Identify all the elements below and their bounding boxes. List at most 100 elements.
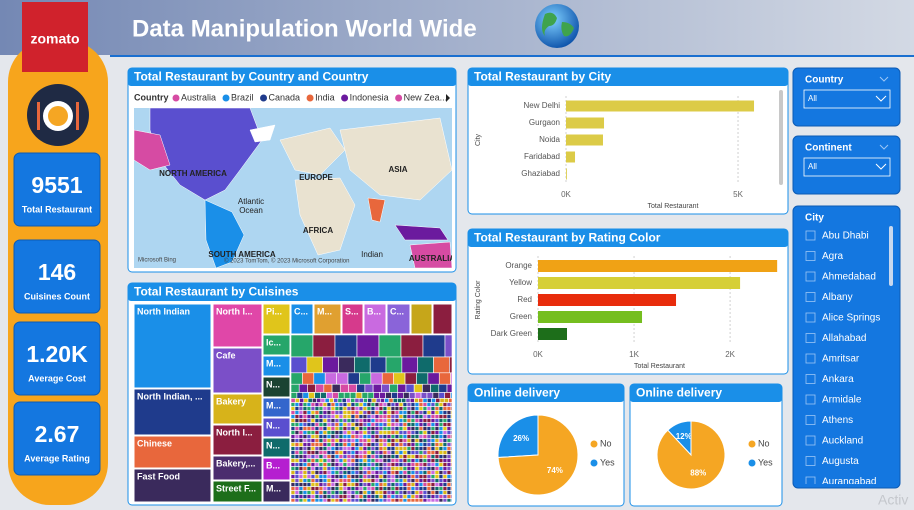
checkbox[interactable]: [805, 415, 816, 425]
kpi-value: 9551: [31, 172, 82, 198]
treemap-small-cell: [346, 458, 352, 463]
treemap-small-cell: [326, 458, 332, 463]
treemap-small-cell: [366, 490, 372, 495]
city-item[interactable]: Amritsar: [822, 354, 860, 365]
treemap-small-cell: [442, 426, 448, 431]
treemap-small-cell: [342, 470, 348, 475]
x-axis-title: Total Restaurant: [634, 363, 685, 370]
city-item[interactable]: Auckland: [822, 436, 863, 447]
treemap-small-cell: [318, 430, 324, 435]
map-label: EUROPE: [299, 173, 333, 182]
treemap-small-cell: [358, 470, 364, 475]
city-item[interactable]: Allahabad: [822, 333, 866, 344]
treemap-small-cell: [326, 414, 332, 419]
city-item[interactable]: Ankara: [822, 374, 854, 385]
checkbox[interactable]: [805, 394, 816, 405]
treemap-small-cell: [434, 426, 440, 431]
treemap-small-cell: [410, 442, 416, 447]
checkbox[interactable]: [805, 312, 816, 323]
treemap-small-cell: [374, 438, 380, 443]
checkbox[interactable]: [805, 230, 816, 241]
city-item[interactable]: Ahmedabad: [822, 272, 876, 283]
treemap-small-cell: [378, 418, 384, 423]
treemap-small-cell: [378, 438, 384, 443]
treemap-small-cell: [294, 470, 300, 475]
treemap-small-cell: [398, 418, 404, 423]
treemap-small-cell: [426, 434, 432, 439]
checkbox[interactable]: [805, 476, 816, 486]
treemap-small-cell: [314, 446, 320, 451]
treemap-small-cell: [362, 482, 368, 487]
treemap-cell: [363, 303, 387, 335]
treemap-small-cell: [310, 474, 316, 479]
treemap-small-cell: [444, 334, 453, 358]
city-item[interactable]: Athens: [822, 415, 853, 426]
treemap-small-cell: [298, 406, 304, 411]
treemap-small-cell: [374, 486, 380, 491]
treemap-small-cell: [426, 458, 432, 463]
treemap-small-cell: [422, 470, 428, 475]
treemap-small-cell: [302, 454, 308, 459]
treemap-small-cell: [416, 372, 429, 385]
treemap-small-cell: [367, 392, 375, 399]
city-item[interactable]: Aurangabad: [822, 477, 877, 488]
treemap-small-cell: [354, 482, 360, 487]
treemap-small-cell: [418, 498, 424, 503]
treemap-small-cell: [310, 458, 316, 463]
treemap-small-cell: [310, 418, 316, 423]
checkbox[interactable]: [805, 456, 816, 466]
treemap-small-cell: [302, 406, 308, 411]
treemap-cell: [212, 480, 263, 503]
treemap-small-cell: [394, 438, 400, 443]
treemap-small-cell: [346, 474, 352, 479]
treemap-label: Street F...: [216, 483, 256, 493]
city-item[interactable]: Alice Springs: [822, 313, 880, 324]
treemap-small-cell: [374, 406, 380, 411]
treemap-small-cell: [370, 422, 376, 427]
treemap-small-cell: [374, 422, 380, 427]
checkbox[interactable]: [805, 374, 816, 384]
treemap-small-cell: [362, 494, 368, 499]
treemap-small-cell: [446, 466, 452, 471]
treemap-small-cell: [294, 422, 300, 427]
y-axis-title: City: [475, 133, 482, 146]
treemap-small-cell: [426, 490, 432, 495]
checkbox[interactable]: [805, 271, 816, 282]
treemap-small-cell: [378, 426, 384, 431]
checkbox[interactable]: [805, 251, 816, 261]
legend-label: Indonesia: [350, 92, 389, 102]
treemap-small-cell: [318, 486, 324, 491]
treemap-small-cell: [294, 478, 300, 483]
treemap-small-cell: [362, 478, 368, 483]
city-item[interactable]: Albany: [822, 292, 853, 303]
treemap-small-cell: [354, 422, 360, 427]
checkbox[interactable]: [805, 292, 816, 302]
treemap-small-cell: [366, 478, 372, 483]
city-item[interactable]: Augusta: [822, 456, 859, 467]
checkbox[interactable]: [805, 353, 816, 364]
treemap-small-cell: [430, 482, 436, 487]
treemap-small-cell: [385, 392, 392, 399]
treemap-small-cell: [406, 410, 412, 415]
treemap-small-cell: [374, 454, 380, 459]
checkbox[interactable]: [805, 333, 816, 343]
treemap-small-cell: [406, 458, 412, 463]
treemap-small-cell: [398, 498, 404, 503]
city-item[interactable]: Abu Dhabi: [822, 231, 869, 242]
treemap-small-cell: [410, 466, 416, 471]
treemap-small-cell: [354, 418, 360, 423]
treemap-small-cell: [382, 426, 388, 431]
treemap-small-cell: [290, 486, 296, 491]
treemap-small-cell: [426, 446, 432, 451]
treemap-small-cell: [310, 402, 316, 407]
checkbox[interactable]: [805, 435, 816, 446]
city-item[interactable]: Agra: [822, 251, 844, 262]
treemap-small-cell: [382, 466, 388, 471]
treemap-small-cell: [434, 462, 440, 467]
city-item[interactable]: Armidale: [822, 395, 862, 406]
treemap-small-cell: [326, 450, 332, 455]
treemap-small-cell: [378, 442, 384, 447]
treemap-small-cell: [370, 442, 376, 447]
treemap-small-cell: [398, 450, 404, 455]
treemap-small-cell: [438, 450, 444, 455]
